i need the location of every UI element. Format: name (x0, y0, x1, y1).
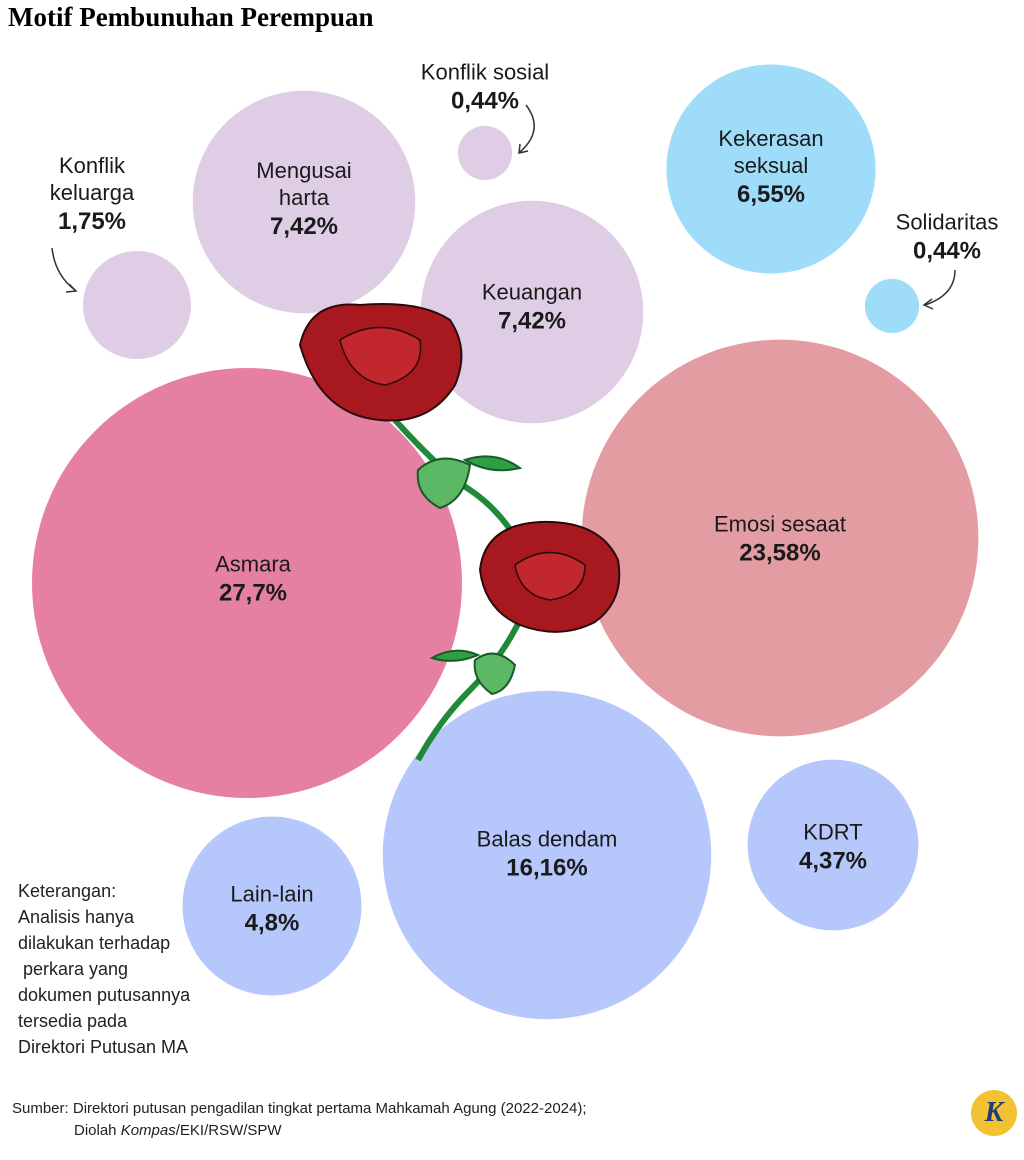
bubble-label: Konflik sosial 0,44% (405, 59, 565, 118)
source-text: /EKI/RSW/SPW (175, 1122, 282, 1139)
bubble (32, 368, 462, 798)
note-line: perkara yang (18, 959, 129, 979)
value-label: 0,44% (450, 87, 520, 115)
bubble-label: Lain-lain 4,8% (212, 881, 332, 940)
bubble (581, 339, 979, 737)
category-name: Lain-lain (230, 881, 314, 907)
bubble-label: Mengusai harta 7,42% (239, 157, 369, 243)
value-label: 27,7% (218, 579, 288, 607)
category-name: Kekerasan seksual (718, 126, 824, 178)
bubble (82, 250, 192, 360)
value-label: 7,42% (497, 307, 567, 335)
source: Sumber: Direktori putusan pengadilan tin… (12, 1098, 587, 1142)
bubble (457, 125, 513, 181)
note-line: dilakukan terhadap (18, 933, 171, 953)
note-line: Direktori Putusan MA (18, 1037, 189, 1057)
bubble-label: Balas dendam 16,16% (447, 826, 647, 885)
category-name: Konflik keluarga (49, 153, 135, 205)
value-label: 23,58% (739, 539, 821, 567)
bubble-label: Asmara 27,7% (153, 551, 353, 610)
bubble (747, 759, 919, 931)
rose-decoration (298, 303, 621, 762)
note: Keterangan: Analisis hanya dilakukan terha… (18, 878, 190, 1060)
value-label: 16,16% (506, 854, 588, 882)
bubble-label: Emosi sesaat 23,58% (670, 511, 890, 570)
source-text: Kompas (120, 1122, 176, 1139)
value-label: 4,8% (244, 909, 300, 937)
bubble (666, 64, 876, 274)
value-label: 1,75% (57, 208, 127, 235)
value-label: 4,37% (798, 847, 868, 875)
note-line: Keterangan: (18, 881, 117, 901)
category-name: Mengusai harta (256, 158, 352, 210)
bubble (420, 200, 644, 424)
chart-title: Motif Pembunuhan Perempuan (8, 2, 374, 32)
category-name: Solidaritas (895, 209, 999, 235)
bubble (182, 816, 362, 996)
note-line: tersedia pada (18, 1011, 128, 1031)
category-name: Konflik sosial (420, 59, 550, 85)
bubble (192, 90, 416, 314)
category-name: Asmara (215, 551, 291, 577)
bubble-label: KDRT 4,37% (773, 819, 893, 878)
source-text: Diolah (74, 1122, 121, 1139)
bubble (382, 690, 712, 1020)
bubble-label: Keuangan 7,42% (462, 279, 602, 338)
category-name: Emosi sesaat (713, 511, 847, 537)
logo: K (971, 1090, 1017, 1136)
note-line: dokumen putusannya (18, 985, 191, 1005)
bubble-label: Konflik keluarga 1,75% (37, 152, 147, 238)
value-label: 0,44% (912, 237, 982, 265)
arrows (51, 104, 956, 310)
category-name: KDRT (803, 819, 863, 845)
value-label: 6,55% (736, 181, 806, 208)
note-line: Analisis hanya (18, 907, 135, 927)
category-name: Keuangan (481, 279, 583, 305)
value-label: 7,42% (269, 213, 339, 240)
category-name: Balas dendam (476, 826, 618, 852)
bubble (864, 278, 920, 334)
bubble-label: Kekerasan seksual 6,55% (706, 125, 836, 211)
bubble-label: Solidaritas 0,44% (882, 209, 1012, 268)
source-line: Sumber: Direktori putusan pengadilan tin… (12, 1100, 587, 1117)
